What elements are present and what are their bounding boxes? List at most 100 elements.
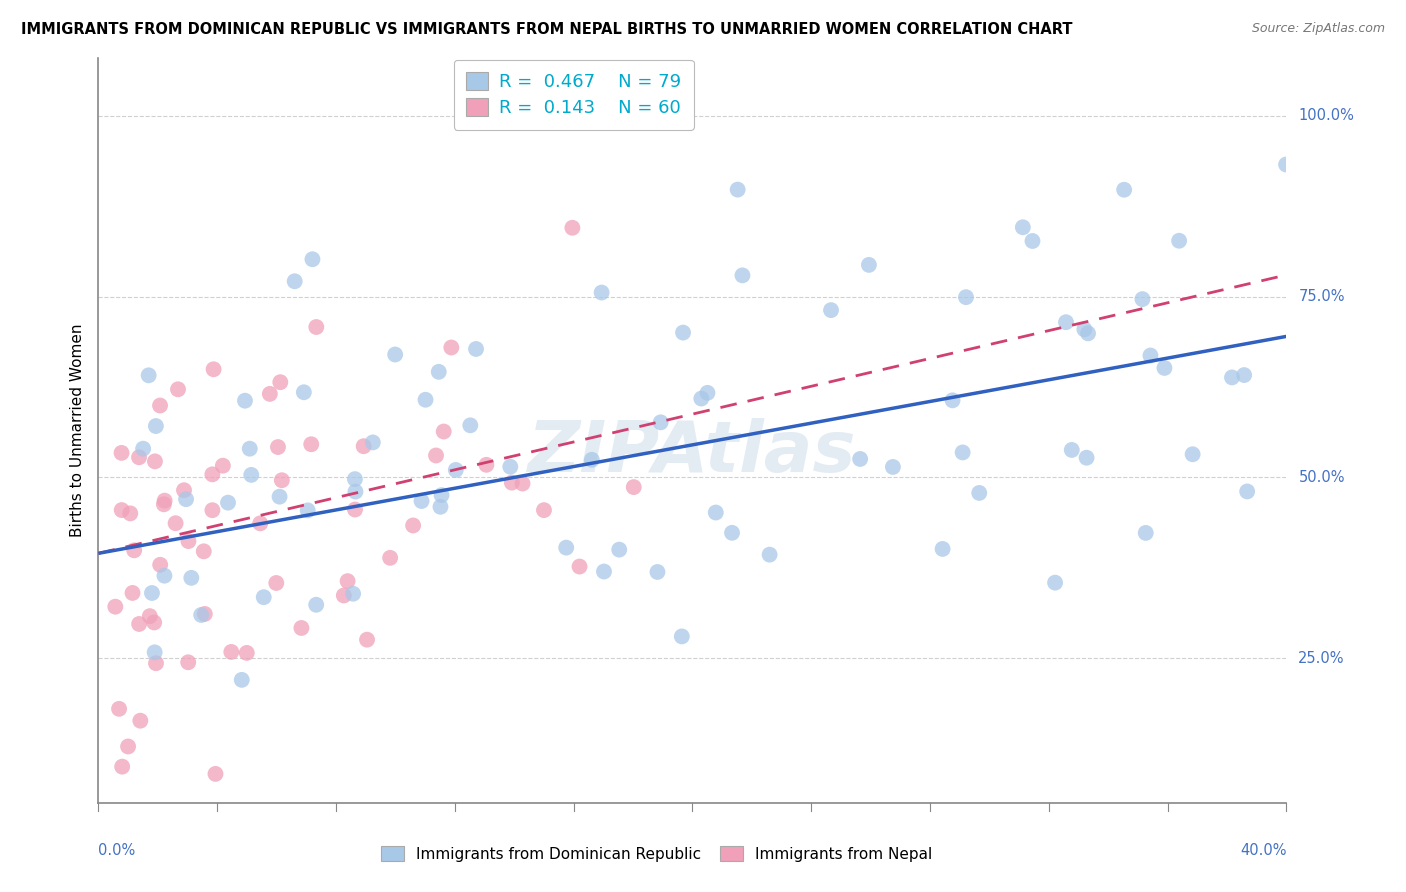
Point — [104, 599, 127, 614]
Point — [269, 375, 291, 389]
Point — [301, 252, 323, 267]
Text: ZIPAtlas: ZIPAtlas — [529, 418, 856, 487]
Point — [149, 399, 172, 413]
Point — [952, 445, 974, 459]
Point — [233, 393, 256, 408]
Point — [882, 459, 904, 474]
Point — [204, 767, 226, 781]
Point — [1043, 575, 1066, 590]
Point — [581, 453, 603, 467]
Point — [174, 492, 197, 507]
Point — [143, 645, 166, 659]
Point — [128, 450, 150, 465]
Point — [501, 475, 523, 490]
Point — [671, 629, 693, 643]
Point — [561, 220, 583, 235]
Point — [299, 437, 322, 451]
Point — [305, 320, 328, 334]
Point — [177, 655, 200, 669]
Point — [249, 516, 271, 531]
Point — [458, 418, 481, 433]
Point — [758, 548, 780, 562]
Point — [143, 615, 166, 630]
Point — [1236, 484, 1258, 499]
Text: 100.0%: 100.0% — [1298, 108, 1354, 123]
Point — [344, 484, 367, 499]
Point — [344, 502, 367, 516]
Point — [336, 574, 359, 589]
Point — [1139, 349, 1161, 363]
Point — [967, 486, 990, 500]
Point — [236, 646, 259, 660]
Point — [143, 454, 166, 468]
Point — [704, 506, 727, 520]
Text: Source: ZipAtlas.com: Source: ZipAtlas.com — [1251, 22, 1385, 36]
Point — [647, 565, 669, 579]
Point — [650, 415, 672, 429]
Point — [402, 518, 425, 533]
Point — [333, 589, 356, 603]
Point — [415, 392, 437, 407]
Point — [153, 568, 176, 582]
Point — [1135, 525, 1157, 540]
Point — [1073, 322, 1095, 336]
Point — [820, 303, 842, 318]
Point — [240, 467, 263, 482]
Point — [141, 586, 163, 600]
Point — [941, 393, 963, 408]
Point — [931, 541, 953, 556]
Point — [153, 493, 176, 508]
Point — [145, 419, 167, 434]
Point — [384, 347, 406, 361]
Point — [555, 541, 578, 555]
Point — [727, 183, 749, 197]
Point — [672, 326, 695, 340]
Point — [430, 488, 453, 502]
Point — [239, 442, 262, 456]
Point — [173, 483, 195, 498]
Point — [177, 534, 200, 549]
Point — [217, 496, 239, 510]
Point — [190, 607, 212, 622]
Point — [1077, 326, 1099, 341]
Point — [499, 459, 522, 474]
Point — [121, 586, 143, 600]
Point — [297, 503, 319, 517]
Text: 75.0%: 75.0% — [1298, 289, 1346, 304]
Point — [132, 442, 155, 456]
Point — [117, 739, 139, 754]
Point — [202, 362, 225, 376]
Point — [149, 558, 172, 572]
Point — [212, 458, 235, 473]
Point — [411, 494, 433, 508]
Point — [1181, 447, 1204, 461]
Text: 0.0%: 0.0% — [98, 843, 135, 857]
Point — [533, 503, 555, 517]
Point — [731, 268, 754, 283]
Point — [593, 565, 616, 579]
Point — [180, 571, 202, 585]
Point — [342, 587, 364, 601]
Point — [266, 576, 288, 591]
Point — [721, 525, 744, 540]
Point — [849, 452, 872, 467]
Point — [591, 285, 613, 300]
Point — [267, 440, 290, 454]
Point — [353, 439, 375, 453]
Point — [429, 500, 451, 514]
Point — [259, 387, 281, 401]
Point — [122, 543, 145, 558]
Point — [108, 702, 131, 716]
Text: 40.0%: 40.0% — [1240, 843, 1286, 857]
Point — [284, 274, 307, 288]
Point — [231, 673, 253, 687]
Point — [356, 632, 378, 647]
Point — [201, 467, 224, 482]
Point — [1011, 220, 1033, 235]
Point — [433, 425, 456, 439]
Point — [696, 385, 718, 400]
Point — [165, 516, 187, 531]
Point — [253, 590, 276, 604]
Point — [440, 341, 463, 355]
Point — [221, 645, 243, 659]
